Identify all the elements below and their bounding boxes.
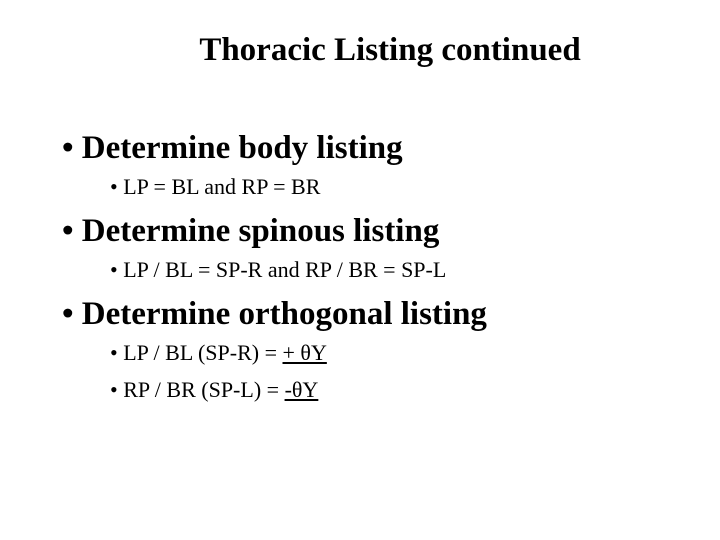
slide-content: • Determine body listing • LP = BL and RP… <box>62 128 662 414</box>
bullet-level1: • Determine orthogonal listing <box>62 294 662 335</box>
underlined-text: + θY <box>283 340 327 365</box>
bullet-level2: • LP / BL = SP-R and RP / BR = SP-L <box>110 256 662 284</box>
slide-title: Thoracic Listing continued <box>0 32 720 69</box>
underlined-text: -θY <box>285 377 319 402</box>
slide: Thoracic Listing continued • Determine b… <box>0 0 720 540</box>
bullet-level2: • RP / BR (SP-L) = -θY <box>110 376 662 404</box>
bullet-level1: • Determine spinous listing <box>62 211 662 252</box>
bullet-level2: • LP / BL (SP-R) = + θY <box>110 339 662 367</box>
bullet-level1: • Determine body listing <box>62 128 662 169</box>
bullet-level2: • LP = BL and RP = BR <box>110 173 662 201</box>
